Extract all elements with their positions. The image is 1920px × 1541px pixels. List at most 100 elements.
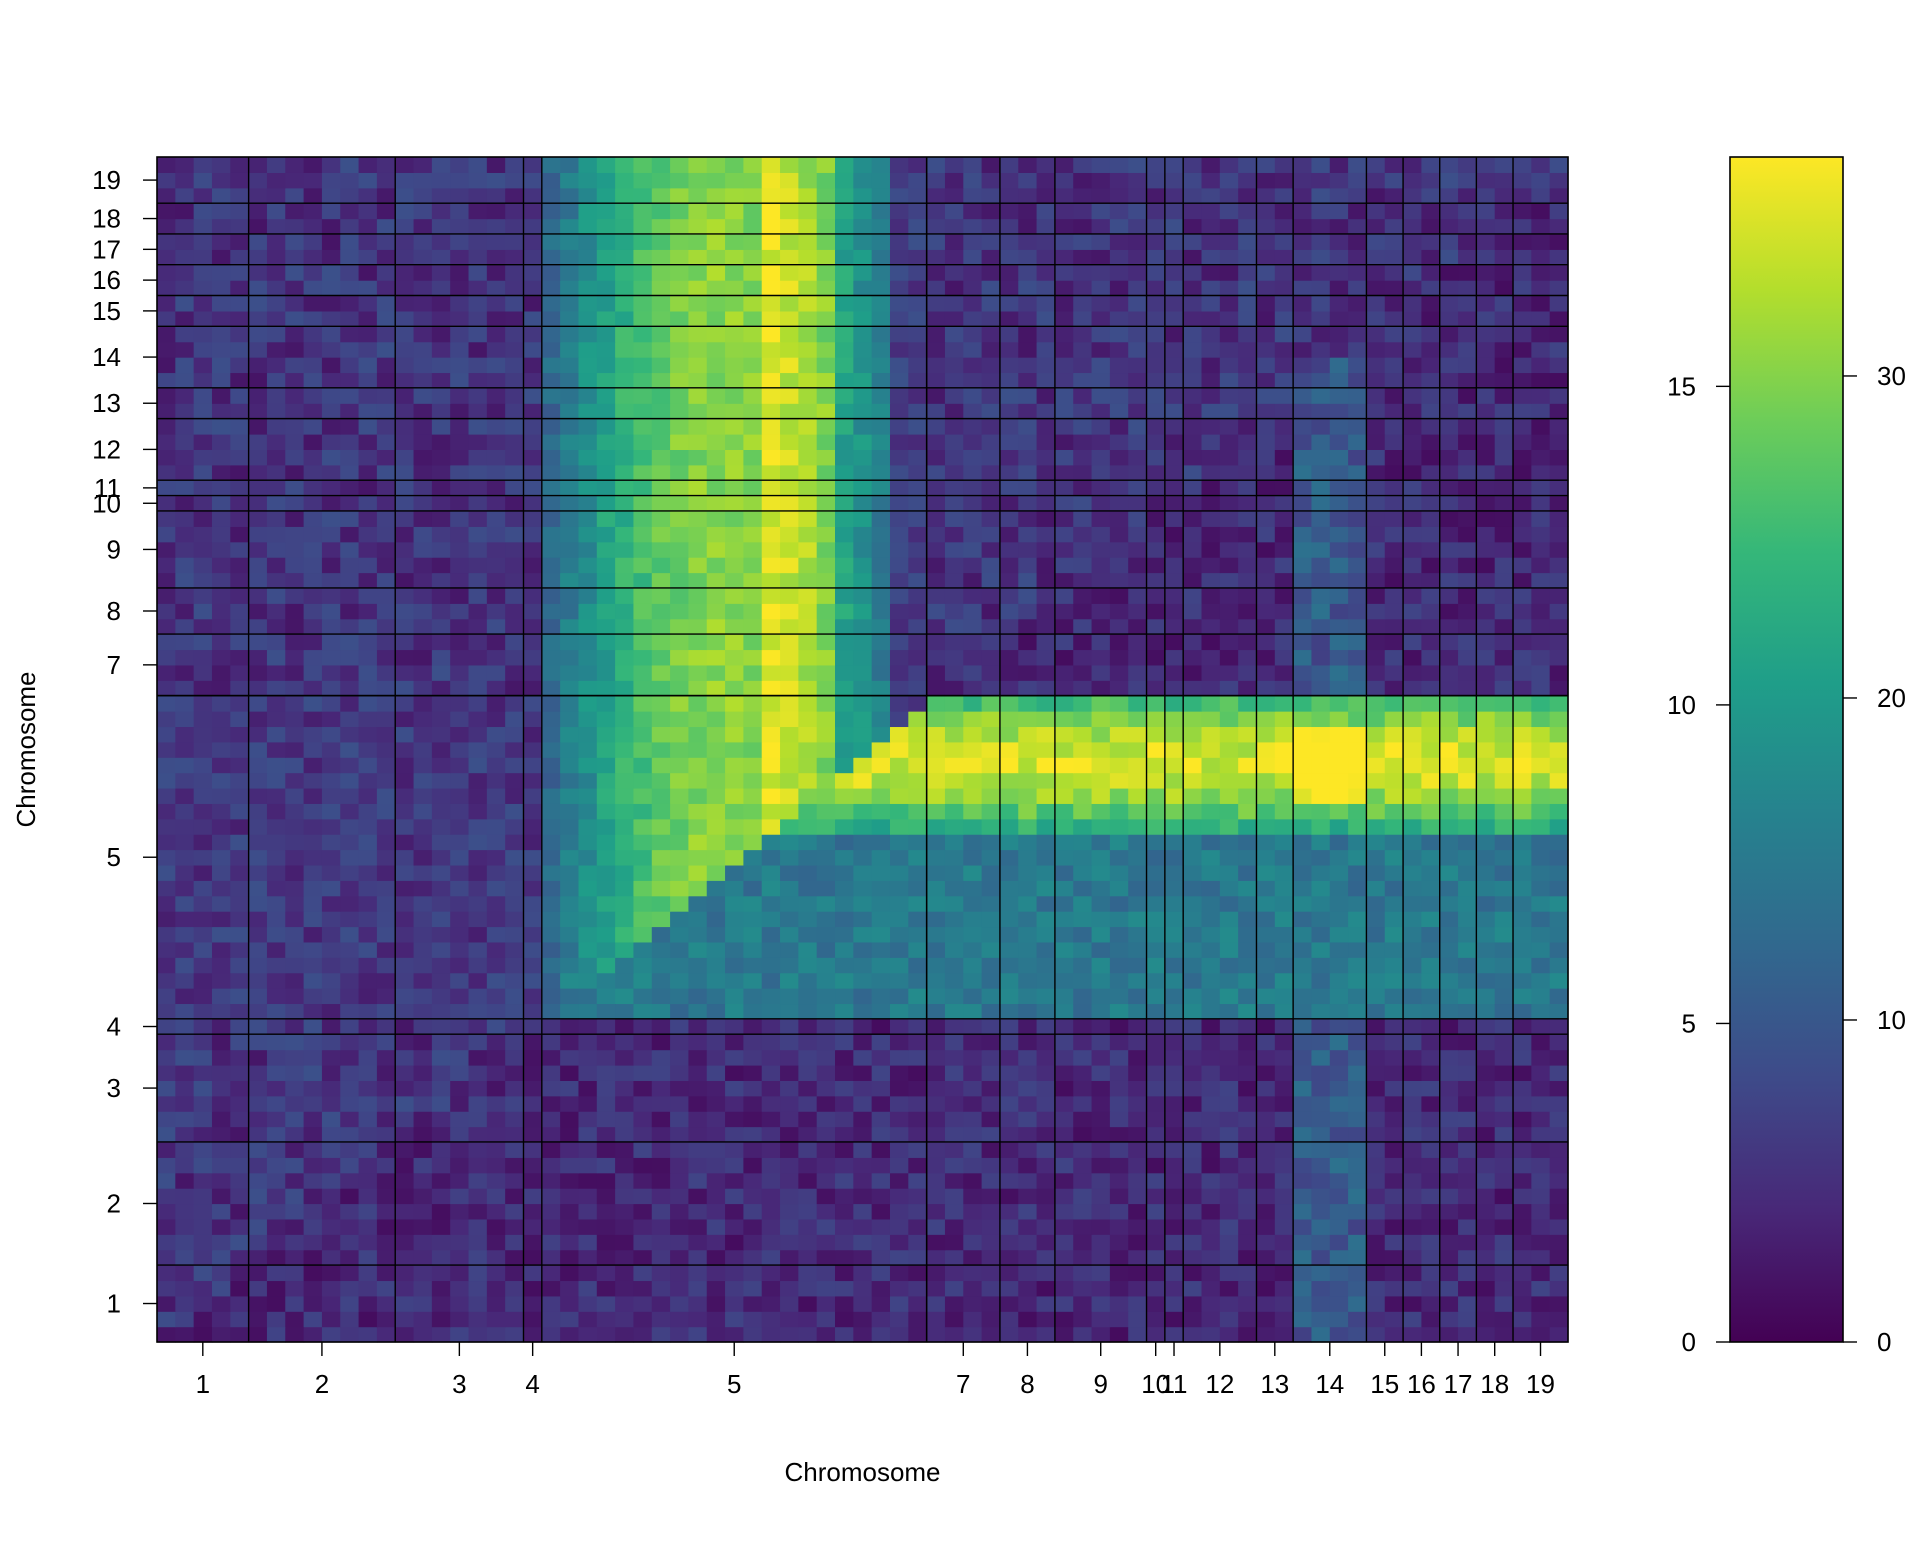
heatmap-cell (670, 1111, 690, 1128)
heatmap-cell (999, 1295, 1019, 1312)
heatmap-cell (1348, 741, 1368, 758)
heatmap-cell (157, 895, 176, 912)
heatmap-cell (853, 726, 873, 743)
heatmap-cell (431, 895, 451, 912)
heatmap-cell (1311, 680, 1331, 697)
heatmap-cell (1439, 1249, 1459, 1266)
heatmap-cell (505, 464, 525, 481)
heatmap-cell (376, 772, 396, 789)
heatmap-cell (230, 1249, 250, 1266)
heatmap-cell (450, 510, 470, 527)
heatmap-cell (1274, 849, 1294, 866)
heatmap-cell (1183, 1326, 1203, 1343)
heatmap-cell (431, 357, 451, 374)
heatmap-cell (1366, 1280, 1386, 1297)
heatmap-cell (725, 1172, 744, 1189)
heatmap-cell (706, 1095, 726, 1112)
heatmap-cell (816, 1080, 836, 1097)
heatmap-cell (780, 603, 799, 620)
heatmap-cell (816, 988, 836, 1005)
heatmap-cell (321, 695, 341, 712)
heatmap-cell (1348, 1295, 1368, 1312)
heatmap-cell (670, 972, 690, 989)
heatmap-cell (816, 603, 836, 620)
heatmap-cell (926, 1234, 946, 1251)
heatmap-cell (450, 372, 470, 389)
heatmap-cell (468, 1034, 488, 1051)
heatmap-cell (1403, 1326, 1422, 1343)
heatmap-cell (981, 1295, 1001, 1312)
heatmap-cell (1164, 834, 1184, 851)
heatmap-cell (743, 741, 763, 758)
heatmap-cell (761, 1157, 781, 1174)
heatmap-cell (908, 1126, 928, 1143)
heatmap-cell (670, 572, 690, 589)
heatmap-cell (1311, 1111, 1331, 1128)
heatmap-cell (981, 1265, 1001, 1282)
heatmap-cell (1183, 403, 1203, 420)
heatmap-cell (1458, 1311, 1477, 1328)
heatmap-cell (725, 1003, 744, 1020)
heatmap-cell (1403, 372, 1422, 389)
heatmap-cell (1549, 1049, 1569, 1066)
heatmap-cell (1201, 603, 1221, 620)
heatmap-cell (706, 1049, 726, 1066)
heatmap-cell (468, 818, 488, 835)
heatmap-cell (523, 834, 543, 851)
heatmap-cell (926, 510, 946, 527)
heatmap-cell (908, 403, 928, 420)
heatmap-cell (926, 1188, 946, 1205)
heatmap-cell (303, 618, 323, 635)
heatmap-cell (376, 449, 396, 466)
heatmap-cell (1348, 988, 1368, 1005)
heatmap-cell (157, 480, 176, 497)
heatmap-cell (944, 941, 964, 958)
heatmap-cell (1439, 603, 1459, 620)
heatmap-cell (560, 603, 580, 620)
heatmap-cell (358, 1188, 378, 1205)
heatmap-cell (1274, 341, 1294, 358)
heatmap-cell (468, 1311, 488, 1328)
heatmap-cell (725, 787, 744, 804)
heatmap-cell (1513, 1218, 1532, 1235)
heatmap-cell (1293, 726, 1313, 743)
heatmap-cell (175, 941, 195, 958)
heatmap-cell (193, 1141, 213, 1158)
heatmap-cell (853, 372, 873, 389)
heatmap-cell (1164, 1141, 1184, 1158)
heatmap-cell (1146, 1249, 1166, 1266)
heatmap-cell (835, 464, 854, 481)
heatmap-cell (944, 957, 964, 974)
heatmap-cell (431, 1203, 451, 1220)
heatmap-cell (211, 787, 231, 804)
heatmap-cell (1329, 1203, 1349, 1220)
heatmap-cell (1274, 957, 1294, 974)
heatmap-cell (541, 726, 561, 743)
heatmap-cell (780, 1064, 799, 1081)
heatmap-cell (761, 480, 781, 497)
heatmap-cell (780, 434, 799, 450)
heatmap-cell (1274, 464, 1294, 481)
heatmap-cell (1311, 341, 1331, 358)
heatmap-cell (1311, 387, 1331, 404)
heatmap-cell (706, 695, 726, 712)
heatmap-cell (1329, 603, 1349, 620)
heatmap-cell (816, 572, 836, 589)
heatmap-cell (633, 1080, 653, 1097)
heatmap-cell (908, 988, 928, 1005)
heatmap-cell (431, 449, 451, 466)
heatmap-cell (230, 1218, 250, 1235)
heatmap-cell (743, 495, 763, 512)
heatmap-cell (358, 1080, 378, 1097)
heatmap-cell (468, 988, 488, 1005)
heatmap-cell (1128, 711, 1148, 728)
heatmap-cell (1201, 680, 1221, 697)
heatmap-cell (468, 1234, 488, 1251)
heatmap-cell (1439, 1080, 1459, 1097)
heatmap-cell (285, 1295, 305, 1312)
heatmap-cell (211, 372, 231, 389)
heatmap-cell (321, 510, 341, 527)
heatmap-cell (1384, 711, 1404, 728)
heatmap-cell (285, 403, 305, 420)
heatmap-cell (1073, 1095, 1093, 1112)
